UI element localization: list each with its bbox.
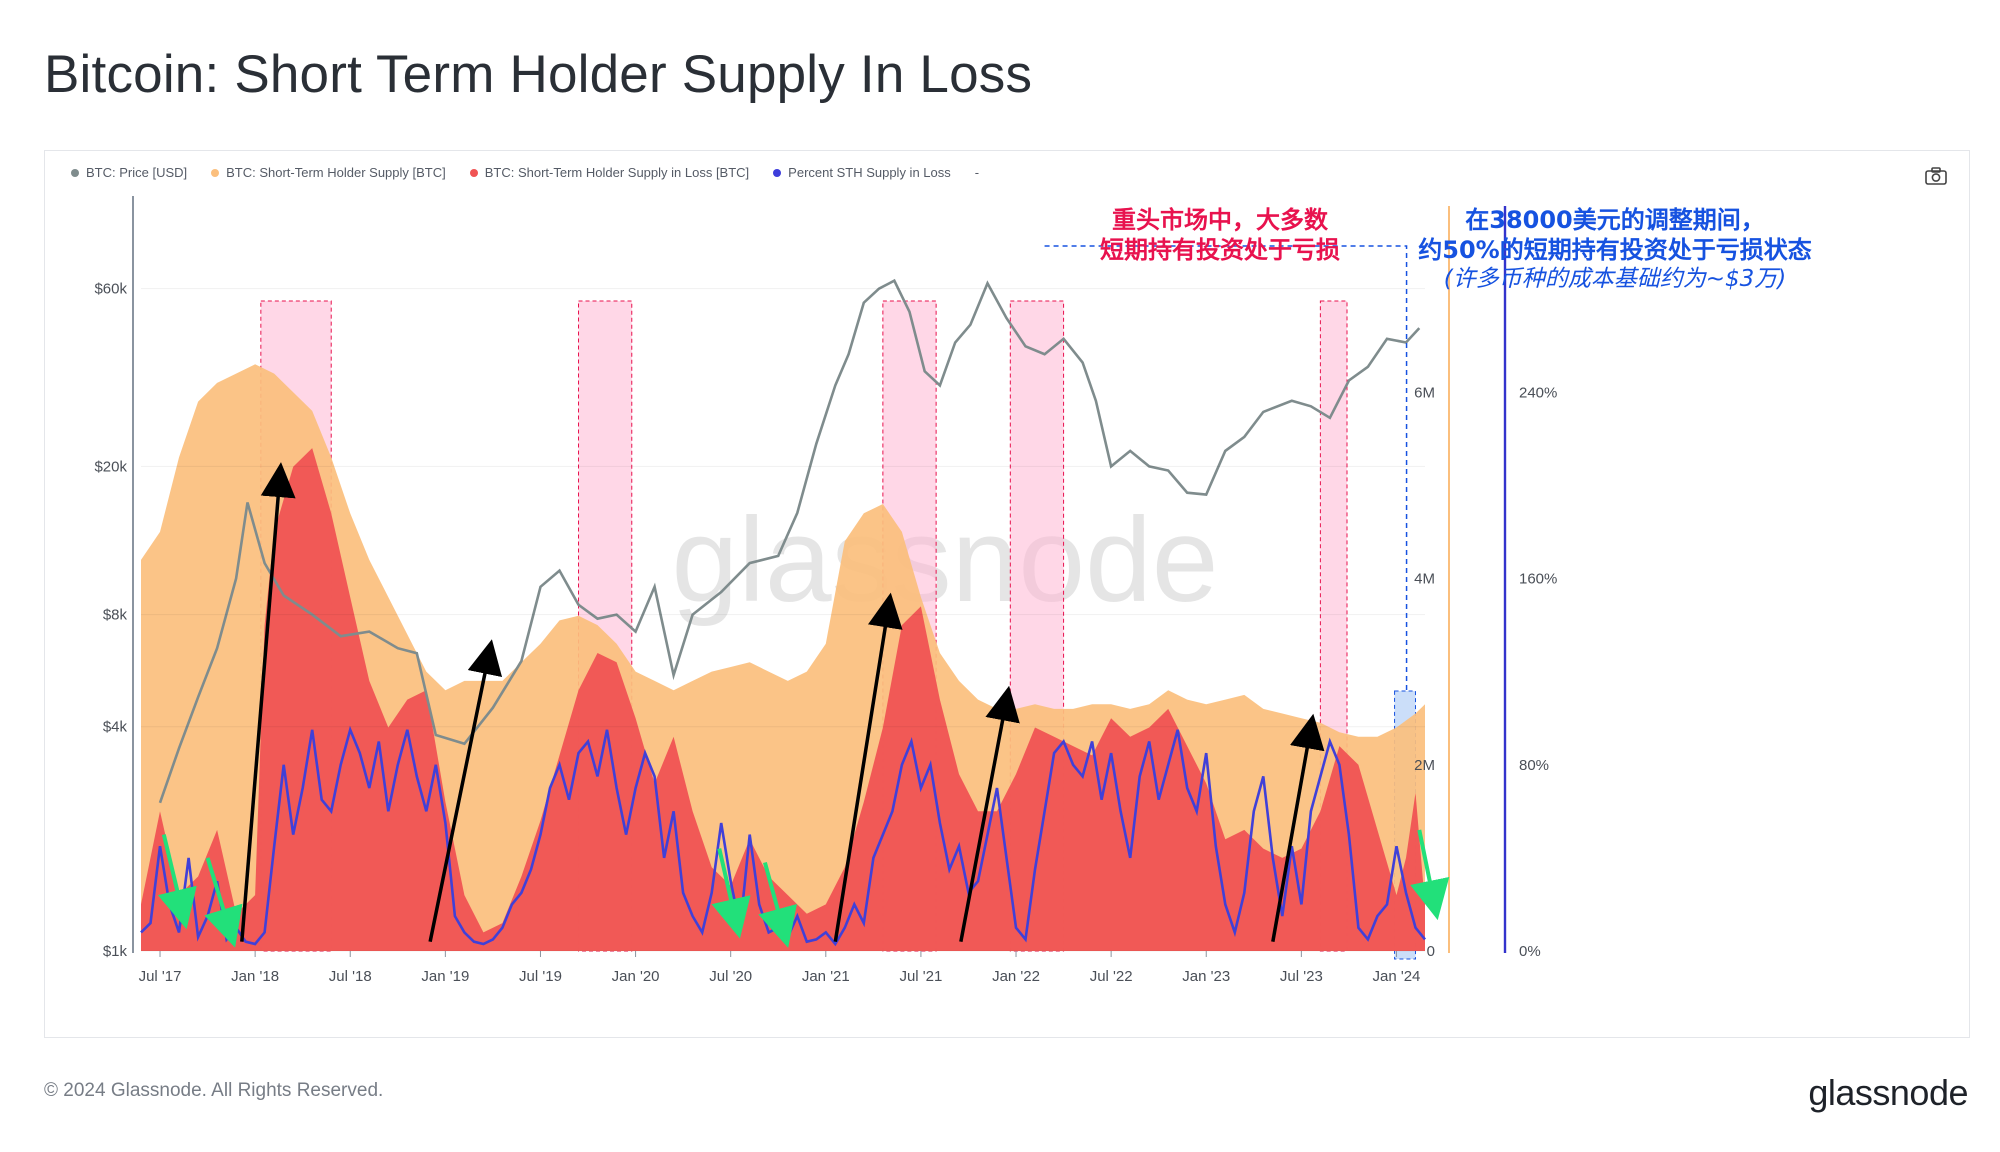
x-tick-label-1: Jan '18 xyxy=(231,968,279,985)
x-tick-label-4: Jul '19 xyxy=(519,968,562,985)
pct-tick-label-1: 80% xyxy=(1519,757,1549,774)
legend-label-sth-supply: BTC: Short-Term Holder Supply [BTC] xyxy=(226,165,446,180)
x-tick-label-6: Jul '20 xyxy=(709,968,752,985)
sth-loss-area xyxy=(141,448,1425,951)
annotation-red-line1: 重头市场中，大多数 xyxy=(1112,206,1328,234)
x-tick-label-12: Jul '23 xyxy=(1280,968,1323,985)
price-line xyxy=(158,278,1421,804)
page-title: Bitcoin: Short Term Holder Supply In Los… xyxy=(44,45,1033,104)
x-tick-label-7: Jan '21 xyxy=(802,968,850,985)
legend: BTC: Price [USD] BTC: Short-Term Holder … xyxy=(71,165,979,180)
annotation-blue: 在38000美元的调整期间， 约50%的短期持有投资处于亏损状态 (许多币种的成… xyxy=(1385,205,1845,294)
green-arrow-0 xyxy=(157,834,197,930)
supply-tick-label-3: 6M xyxy=(1414,384,1435,401)
legend-item-pct-loss[interactable]: Percent STH Supply in Loss xyxy=(773,165,951,180)
legend-label-price: BTC: Price [USD] xyxy=(86,165,188,180)
green-arrow-1 xyxy=(204,857,243,948)
price-tick-label-4: $60k xyxy=(94,281,127,298)
black-arrow-1 xyxy=(428,639,503,943)
x-tick-label-3: Jan '19 xyxy=(421,968,469,985)
price-tick-label-3: $20k xyxy=(94,458,127,475)
price-tick-label-0: $1k xyxy=(103,943,128,960)
pct-tick-label-3: 240% xyxy=(1519,384,1557,401)
supply-tick-label-0: 0 xyxy=(1427,943,1435,960)
legend-dot-sth-loss xyxy=(469,168,478,177)
x-tick-label-10: Jul '22 xyxy=(1090,968,1133,985)
legend-item-price[interactable]: BTC: Price [USD] xyxy=(71,165,187,180)
x-tick-label-8: Jul '21 xyxy=(899,968,942,985)
price-tick-label-2: $8k xyxy=(103,607,128,624)
black-arrow-4 xyxy=(1271,713,1325,942)
annotation-blue-line1: 在38000美元的调整期间， xyxy=(1465,206,1765,234)
legend-dot-price xyxy=(71,168,79,177)
supply-tick-label-1: 2M xyxy=(1414,757,1435,774)
green-arrow-2 xyxy=(711,848,751,939)
chart-svg: glassnode $1k $4k $8k $20k $60k 0 2M 4M 6M 0% 80% 1… xyxy=(94,196,1557,985)
legend-item-sth-loss[interactable]: BTC: Short-Term Holder Supply in Loss [B… xyxy=(469,165,750,180)
x-tick-label-9: Jan '22 xyxy=(992,968,1040,985)
pct-tick-label-2: 160% xyxy=(1519,571,1557,588)
x-tick-label-2: Jul '18 xyxy=(329,968,372,985)
black-arrow-2 xyxy=(833,592,903,942)
supply-tick-label-2: 4M xyxy=(1414,571,1435,588)
legend-label-sth-loss: BTC: Short-Term Holder Supply in Loss [B… xyxy=(484,165,750,180)
footer-logo: glassnode xyxy=(1808,1072,1968,1113)
sth-loss-area-path xyxy=(141,448,1425,951)
legend-item-extra[interactable]: - xyxy=(975,165,979,180)
pct-tick-label-0: 0% xyxy=(1519,943,1541,960)
annotation-arrows xyxy=(157,245,1450,948)
camera-icon[interactable] xyxy=(1925,167,1947,185)
price-tick-label-1: $4k xyxy=(103,719,128,736)
legend-item-sth-supply[interactable]: BTC: Short-Term Holder Supply [BTC] xyxy=(211,165,446,180)
annotation-red: 重头市场中，大多数 短期持有投资处于亏损 xyxy=(1060,205,1380,265)
watermark: glassnode xyxy=(671,493,1218,627)
legend-dot-pct-loss xyxy=(773,168,782,177)
black-arrow-0 xyxy=(240,462,296,942)
annotation-red-line2: 短期持有投资处于亏损 xyxy=(1100,236,1340,264)
x-tick-label-0: Jul '17 xyxy=(139,968,182,985)
legend-label-extra: - xyxy=(974,165,980,180)
chart-frame: BTC: Price [USD] BTC: Short-Term Holder … xyxy=(44,150,1970,1038)
black-arrow-3 xyxy=(959,685,1020,943)
blue-guide-line xyxy=(1044,245,1408,691)
annotation-blue-line3: (许多币种的成本基础约为~$3万) xyxy=(1443,266,1787,292)
legend-dot-sth-supply xyxy=(211,168,220,177)
x-tick-label-5: Jan '20 xyxy=(612,968,660,985)
price-line-path xyxy=(158,278,1421,804)
green-arrow-3 xyxy=(758,862,797,948)
legend-label-pct-loss: Percent STH Supply in Loss xyxy=(788,165,951,180)
axes: $1k $4k $8k $20k $60k 0 2M 4M 6M 0% 80% 160% 240% Jul… xyxy=(94,196,1557,985)
annotation-blue-line2: 约50%的短期持有投资处于亏损状态 xyxy=(1418,236,1812,264)
green-arrow-4 xyxy=(1410,829,1450,921)
x-tick-label-11: Jan '23 xyxy=(1182,968,1230,985)
footer-copyright: © 2024 Glassnode. All Rights Reserved. xyxy=(44,1080,384,1101)
x-tick-label-13: Jan '24 xyxy=(1373,968,1421,985)
